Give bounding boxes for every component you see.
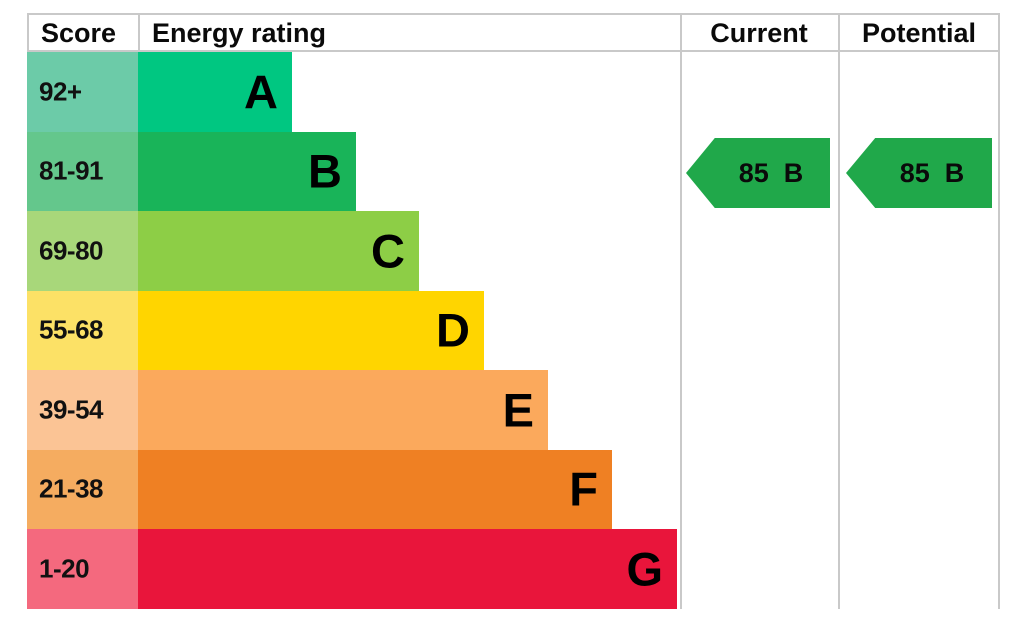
band-bar-g: G [138,529,677,609]
band-row-d: 55-68 D [27,290,1000,370]
band-letter-d: D [436,303,470,357]
column-header-energy-rating: Energy rating [152,18,327,48]
potential-rating-badge: 85 B [846,138,992,208]
band-score-label-d: 55-68 [39,314,104,345]
band-score-label-a: 92+ [39,76,82,107]
divider-score-column [138,13,140,52]
band-score-cell-a: 92+ [27,52,138,132]
band-bar-a: A [138,52,292,132]
band-row-c: 69-80 C [27,211,1000,291]
band-score-cell-e: 39-54 [27,370,138,450]
band-row-f: 21-38 F [27,449,1000,529]
column-header-score: Score [41,18,117,48]
band-score-cell-g: 1-20 [27,529,138,609]
potential-rating-label: 85 B [899,157,965,188]
band-bar-c: C [138,211,419,291]
chart-header-row: Score Energy rating Current Potential [27,13,1000,52]
band-row-g: 1-20 G [27,529,1000,609]
band-row-a: 92+ A [27,52,1000,132]
band-score-cell-f: 21-38 [27,449,138,529]
divider-potential-column [838,13,840,609]
table-right-border [998,13,1000,609]
current-rating-badge: 85 B [686,138,830,208]
band-letter-g: G [626,542,663,596]
band-letter-a: A [244,65,278,119]
band-letter-c: C [371,224,405,278]
band-bar-f: F [138,449,612,529]
band-letter-e: E [502,383,534,437]
band-letter-b: B [308,144,342,198]
band-score-label-f: 21-38 [39,473,104,504]
column-header-potential: Potential [861,18,976,48]
band-score-cell-d: 55-68 [27,290,138,370]
band-score-cell-b: 81-91 [27,131,138,211]
band-bar-b: B [138,131,356,211]
band-letter-f: F [569,462,598,516]
column-header-current: Current [710,18,808,48]
band-score-label-e: 39-54 [39,394,104,425]
divider-current-column [680,13,682,609]
band-bar-e: E [138,370,548,450]
energy-band-list: 92+ A 81-91 B 69-80 C 55-68 [27,52,1000,609]
band-row-b: 81-91 B [27,131,1000,211]
band-bar-d: D [138,290,484,370]
band-score-label-c: 69-80 [39,235,104,266]
band-score-label-b: 81-91 [39,155,104,186]
band-row-e: 39-54 E [27,370,1000,450]
band-score-label-g: 1-20 [39,553,90,584]
band-score-cell-c: 69-80 [27,211,138,291]
epc-rating-chart: Score Energy rating Current Potential 92… [27,13,1000,609]
current-rating-label: 85 B [738,157,804,188]
